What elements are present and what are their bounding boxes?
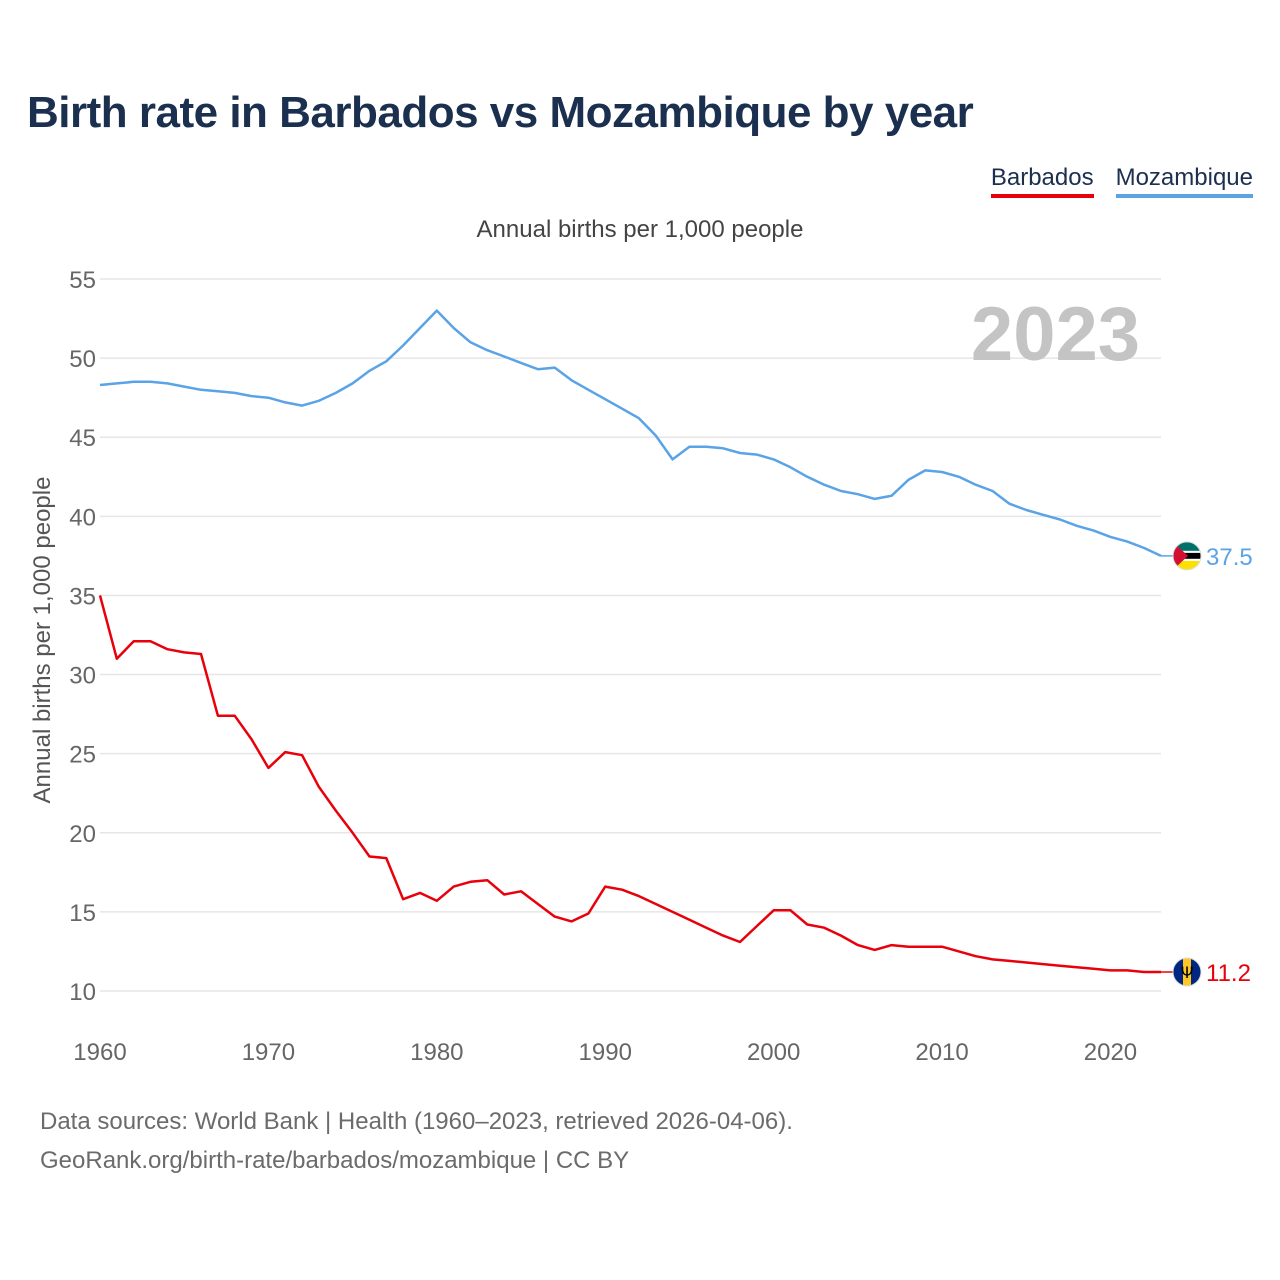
x-tick-label-1960: 1960: [73, 1039, 126, 1066]
chart-title: Birth rate in Barbados vs Mozambique by …: [27, 88, 974, 137]
x-tick-label-1970: 1970: [242, 1039, 295, 1066]
y-tick-label-45: 45: [69, 425, 96, 452]
year-watermark: 2023: [971, 292, 1140, 377]
y-tick-label-15: 15: [69, 900, 96, 927]
y-tick-label-40: 40: [69, 504, 96, 531]
footer-url[interactable]: GeoRank.org/birth-rate/barbados/mozambiq…: [40, 1147, 630, 1174]
x-tick-label-2000: 2000: [747, 1039, 800, 1066]
flag-mozambique-icon: [1172, 541, 1202, 571]
legend: Barbados Mozambique: [990, 164, 1253, 198]
legend-item-mozambique[interactable]: Mozambique: [1115, 164, 1253, 198]
y-tick-label-35: 35: [69, 583, 96, 610]
y-tick-label-25: 25: [69, 742, 96, 769]
line-chart: 10 15 20 25 30 35 40 45 50 55 1960 1970 1980 1990 2000…: [29, 267, 1253, 1066]
series-line-mozambique: [99, 309, 1162, 558]
x-tick-label-1990: 1990: [579, 1039, 632, 1066]
y-tick-label-20: 20: [69, 821, 96, 848]
flag-barbados-icon: Ψ: [1172, 957, 1202, 987]
footer-sources: Data sources: World Bank | Health (1960–…: [40, 1108, 793, 1135]
y-tick-label-30: 30: [69, 663, 96, 690]
x-tick-label-2020: 2020: [1084, 1039, 1137, 1066]
y-axis-label: Annual births per 1,000 people: [29, 477, 56, 804]
legend-item-barbados[interactable]: Barbados: [990, 164, 1094, 198]
end-value-label-barbados: 11.2: [1206, 960, 1251, 987]
svg-text:Ψ: Ψ: [1181, 963, 1194, 982]
x-tick-label-1980: 1980: [410, 1039, 463, 1066]
x-tick-label-2010: 2010: [915, 1039, 968, 1066]
y-tick-label-10: 10: [69, 979, 96, 1006]
y-tick-label-50: 50: [69, 346, 96, 373]
y-tick-label-55: 55: [69, 267, 96, 294]
chart-subtitle: Annual births per 1,000 people: [476, 216, 804, 243]
end-value-label-mozambique: 37.5: [1206, 544, 1253, 571]
series-line-barbados: [98, 595, 1161, 974]
